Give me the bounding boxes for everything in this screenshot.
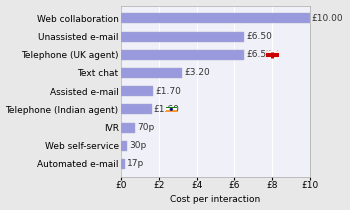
Bar: [166, 107, 177, 108]
Bar: [121, 86, 153, 96]
Text: £6.50: £6.50: [246, 50, 272, 59]
Bar: [121, 50, 244, 60]
Text: £1.70: £1.70: [156, 87, 182, 96]
Text: £6.50: £6.50: [246, 32, 272, 41]
Circle shape: [171, 109, 172, 110]
Bar: [266, 51, 279, 58]
Bar: [166, 108, 177, 110]
Text: £3.20: £3.20: [184, 68, 210, 77]
Bar: [121, 32, 244, 42]
Bar: [121, 68, 182, 78]
Bar: [121, 159, 125, 169]
Bar: [121, 141, 127, 151]
Text: 30p: 30p: [130, 141, 147, 150]
Bar: [121, 122, 135, 133]
Text: £10.00: £10.00: [312, 14, 343, 23]
X-axis label: Cost per interaction: Cost per interaction: [170, 196, 261, 205]
Text: 70p: 70p: [137, 123, 154, 132]
Bar: [166, 110, 177, 112]
Bar: [121, 104, 152, 114]
Bar: [121, 13, 309, 23]
Text: 17p: 17p: [127, 159, 144, 168]
Circle shape: [170, 108, 172, 110]
Text: £1.60: £1.60: [154, 105, 180, 114]
